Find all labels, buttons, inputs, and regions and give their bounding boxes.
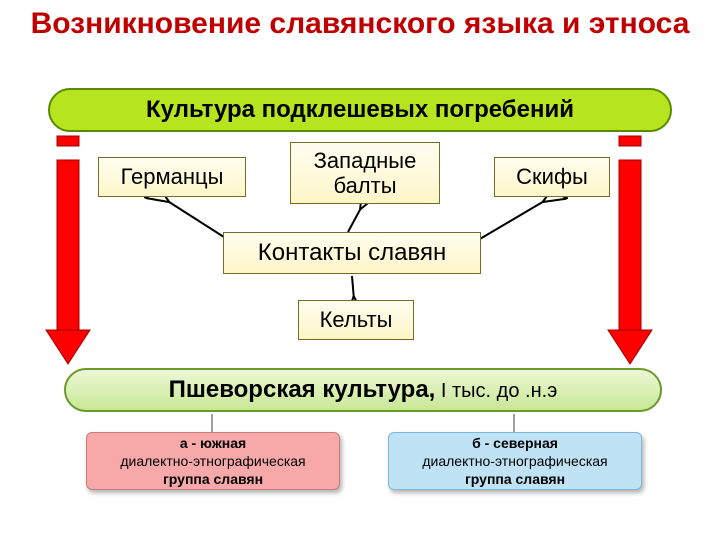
group-north-line3: группа славян bbox=[465, 471, 565, 487]
group-north-content: б - северная диалектно-этнографическая г… bbox=[422, 434, 607, 489]
group-south-prefix: а - южная bbox=[180, 435, 246, 451]
node-culture-top: Культура подклешевых погребений bbox=[48, 88, 672, 132]
node-scythians-label: Скифы bbox=[516, 164, 588, 189]
node-balts-label: Западные балты bbox=[291, 148, 439, 199]
node-germans: Германцы bbox=[98, 157, 246, 197]
node-group-south: а - южная диалектно-этнографическая груп… bbox=[86, 432, 340, 490]
node-contacts-label: Контакты славян bbox=[258, 239, 446, 267]
node-bottom-sub-text: I тыс. до .н.э bbox=[435, 380, 557, 402]
group-north-line2: диалектно-этнографическая bbox=[422, 453, 607, 469]
group-south-line2: диалектно-этнографическая bbox=[120, 453, 305, 469]
title-text: Возникновение славянского языка и этноса bbox=[31, 7, 690, 40]
node-contacts: Контакты славян bbox=[223, 232, 481, 274]
page-title: Возникновение славянского языка и этноса bbox=[0, 0, 720, 42]
node-group-north: б - северная диалектно-этнографическая г… bbox=[388, 432, 642, 490]
group-north-prefix: б - северная bbox=[472, 435, 558, 451]
node-celts-label: Кельты bbox=[320, 307, 393, 332]
node-bottom-main: Пшеворская культура, I тыс. до .н.э bbox=[169, 376, 558, 404]
node-culture-top-label: Культура подклешевых погребений bbox=[146, 96, 574, 124]
node-scythians: Скифы bbox=[494, 157, 610, 197]
group-south-content: а - южная диалектно-этнографическая груп… bbox=[120, 434, 305, 489]
node-bottom-main-text: Пшеворская культура, bbox=[169, 376, 436, 403]
node-germans-label: Германцы bbox=[121, 164, 224, 189]
node-balts: Западные балты bbox=[290, 142, 440, 204]
node-celts: Кельты bbox=[298, 300, 414, 340]
group-south-line3: группа славян bbox=[163, 471, 263, 487]
node-culture-bottom: Пшеворская культура, I тыс. до .н.э bbox=[64, 368, 662, 412]
